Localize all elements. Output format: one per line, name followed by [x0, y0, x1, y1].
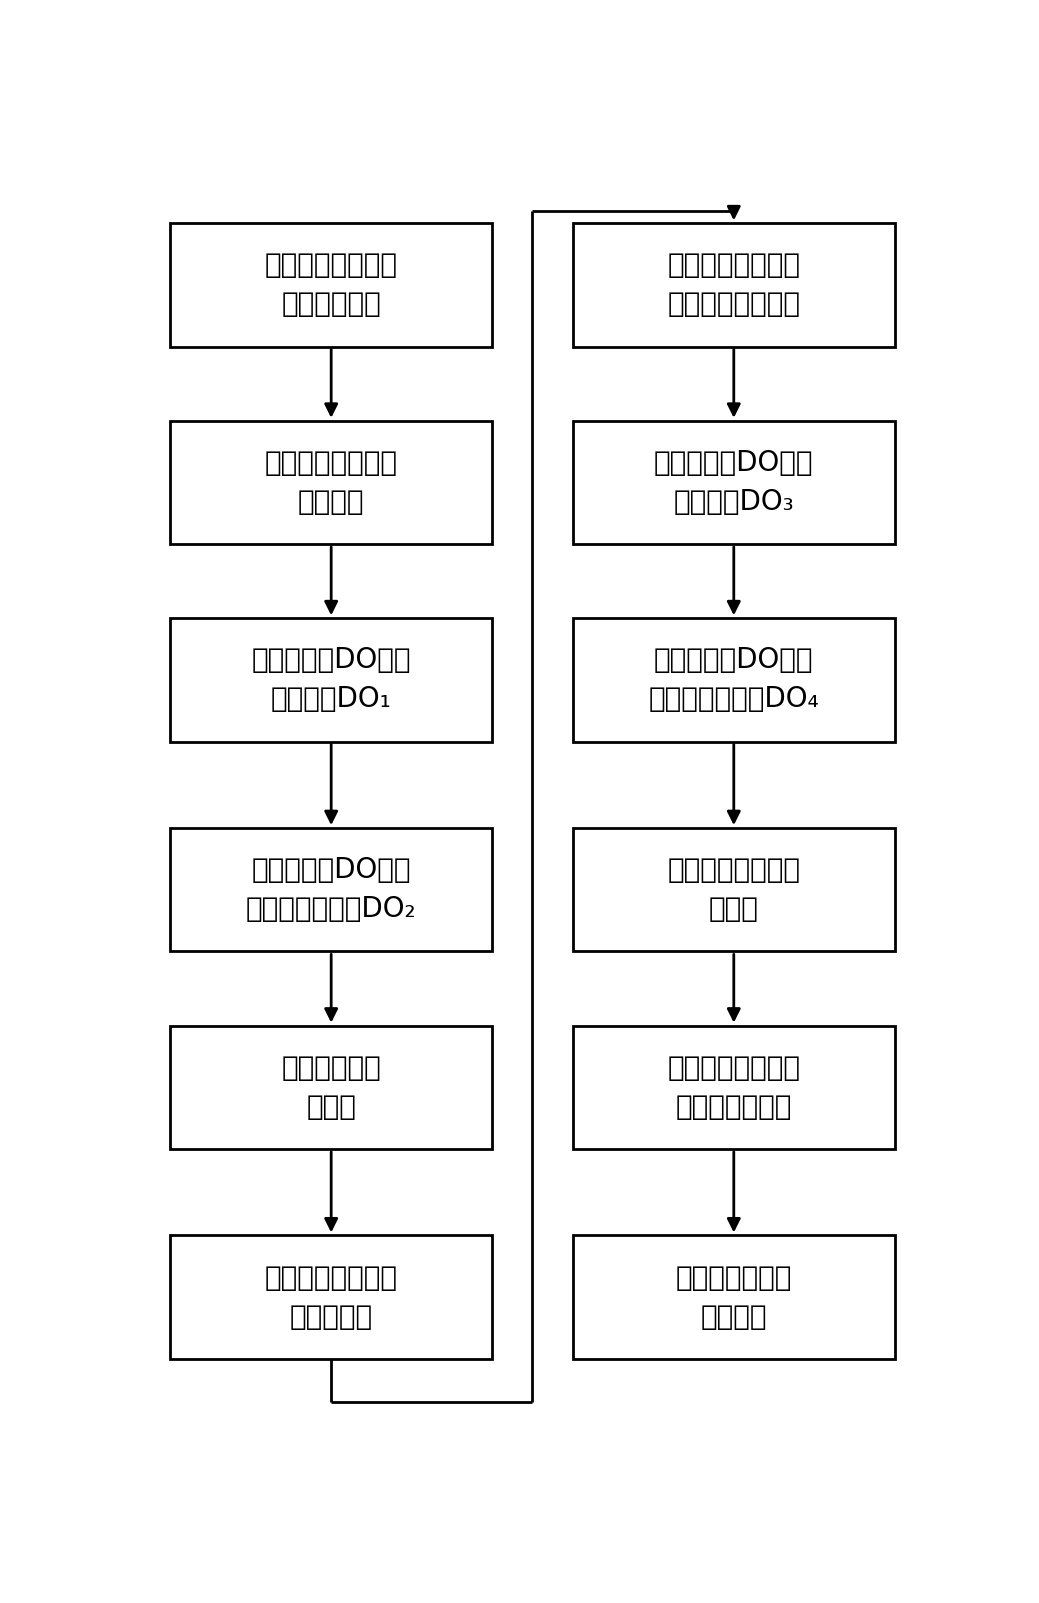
Bar: [170, 420, 492, 543]
Text: 反应池内二次加入
二沉池污泥: 反应池内二次加入 二沉池污泥: [265, 1263, 398, 1330]
Text: 排空反应池内
混合液: 排空反应池内 混合液: [282, 1053, 381, 1120]
Text: 停止曝气待DO下降
到平稳值并记为DO₄: 停止曝气待DO下降 到平稳值并记为DO₄: [648, 646, 819, 713]
Text: 停止曝气待DO下降
到平稳值并记为DO₂: 停止曝气待DO下降 到平稳值并记为DO₂: [246, 856, 417, 923]
Text: 反应池内加入一定
量的活性污泥: 反应池内加入一定 量的活性污泥: [265, 252, 398, 319]
Text: 检测数据处理及
结果输出: 检测数据处理及 结果输出: [675, 1263, 792, 1330]
Bar: [170, 829, 492, 952]
Bar: [572, 420, 895, 543]
Bar: [170, 223, 492, 346]
Text: 反应池内加入过量
营养物及待测水样: 反应池内加入过量 营养物及待测水样: [667, 252, 800, 319]
Text: 反应池内加入清洗
液，并搅拌清洗: 反应池内加入清洗 液，并搅拌清洗: [667, 1053, 800, 1120]
Text: 反应池内加入过量
的营养物: 反应池内加入过量 的营养物: [265, 449, 398, 516]
Text: 曝气搅拌到DO最大
值并记为DO₃: 曝气搅拌到DO最大 值并记为DO₃: [654, 449, 814, 516]
Bar: [572, 829, 895, 952]
Bar: [170, 1236, 492, 1359]
Bar: [170, 1026, 492, 1149]
Bar: [572, 1026, 895, 1149]
Bar: [572, 619, 895, 742]
Bar: [572, 1236, 895, 1359]
Bar: [572, 223, 895, 346]
Text: 曝气搅拌到DO最大
值并记为DO₁: 曝气搅拌到DO最大 值并记为DO₁: [251, 646, 411, 713]
Bar: [170, 619, 492, 742]
Text: 再次排空反应池内
混合液: 再次排空反应池内 混合液: [667, 856, 800, 923]
